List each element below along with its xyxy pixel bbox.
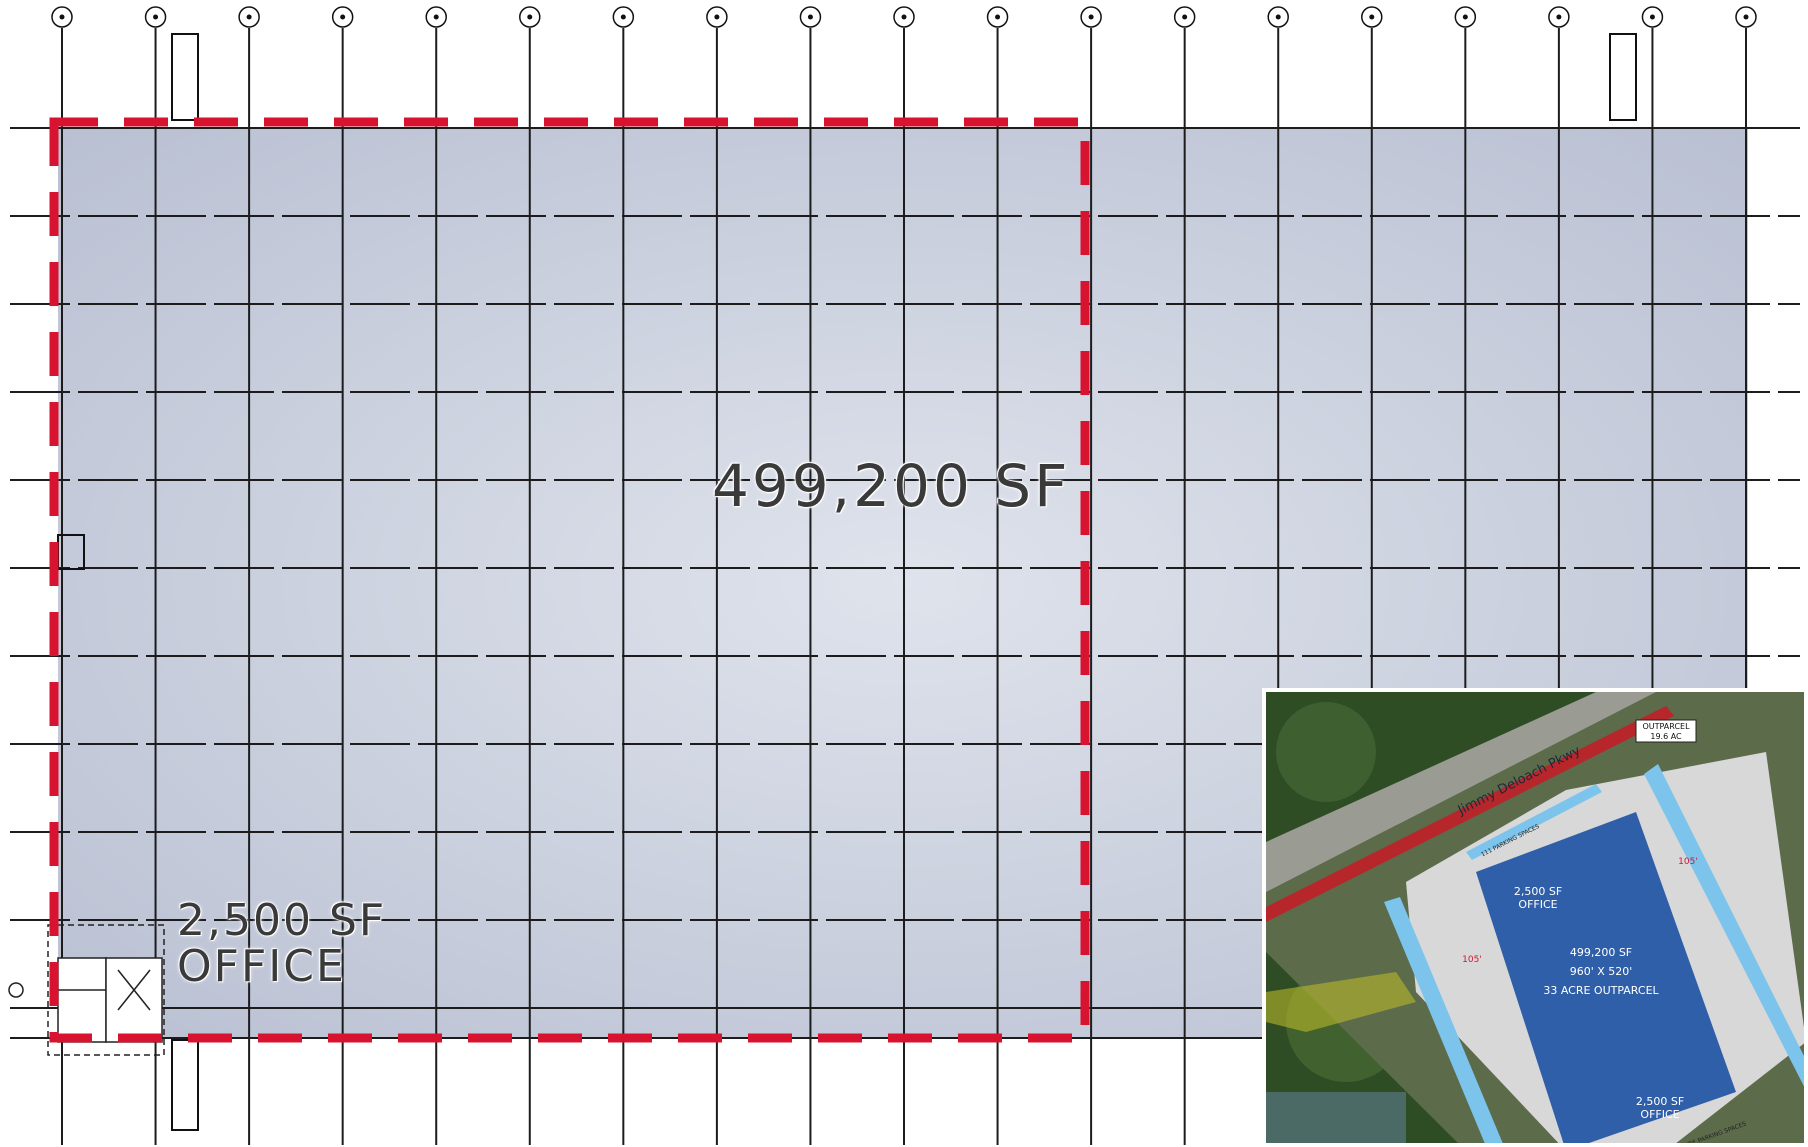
grid-bubble-dot: [1182, 14, 1188, 20]
site-plan-inset: OUTPARCEL 19.6 AC Jimmy Deloach Pkwy 111…: [1262, 688, 1808, 1147]
office-top-line2: OFFICE: [1518, 898, 1557, 911]
grid-bubble-dot: [246, 14, 252, 20]
column-grid-bubbles: [51, 6, 1757, 28]
setback-right: 105': [1678, 857, 1698, 867]
grid-bubble-dot: [527, 14, 533, 20]
outparcel-area: 19.6 AC: [1650, 732, 1682, 741]
site-building-area: 499,200 SF: [1570, 946, 1632, 959]
stair-tower-top-left: [171, 33, 199, 121]
parking-strip-top: [1466, 784, 1602, 860]
grid-bubble-dot: [1556, 14, 1562, 20]
building-area-label: 499,200 SF: [712, 452, 1071, 520]
pond-wetland: [1266, 972, 1416, 1032]
grid-bubble-dot: [1088, 14, 1094, 20]
setback-left: 105': [1462, 955, 1482, 965]
site-outparcel-note: 33 ACRE OUTPARCEL: [1543, 984, 1659, 997]
grid-bubble-dot: [1369, 14, 1375, 20]
road: [1266, 692, 1656, 892]
stair-tower-top-right: [1609, 33, 1637, 121]
grid-bubble-dot: [433, 14, 439, 20]
grid-bubble-dot: [153, 14, 159, 20]
grid-bubble-dot: [1649, 14, 1655, 20]
grid-bubble-dot: [995, 14, 1001, 20]
pond: [1266, 1092, 1406, 1143]
outparcel-tag-box: [1635, 719, 1697, 743]
office-bottom-line2: OFFICE: [1640, 1108, 1679, 1121]
office-area-line2: OFFICE: [177, 941, 346, 992]
grid-bubble-dot: [1462, 14, 1468, 20]
grid-bubble-dot: [340, 14, 346, 20]
office-bottom-line1: 2,500 SF: [1636, 1095, 1684, 1108]
grid-bubble-dot: [59, 14, 65, 20]
outparcel-title: OUTPARCEL: [1642, 722, 1690, 731]
office-area-label: 2,500 SF OFFICE: [177, 898, 386, 990]
stair-tower-bottom-left: [171, 1039, 199, 1131]
trailer-lane-left: [1384, 897, 1503, 1143]
grid-bubble-dot: [714, 14, 720, 20]
office-top-line1: 2,500 SF: [1514, 885, 1562, 898]
grid-bubble-dot: [1275, 14, 1281, 20]
grid-bubble-dot: [1743, 14, 1749, 20]
site-building: [1476, 812, 1736, 1143]
trailer-lane-right: [1644, 764, 1804, 1087]
grid-bubble-dot: [901, 14, 907, 20]
red-hatched-buffer: [1266, 706, 1674, 922]
site-building-dimensions: 960' X 520': [1570, 965, 1633, 978]
grid-bubble-dot: [620, 14, 626, 20]
grid-bubble-dot: [807, 14, 813, 20]
office-area-line1: 2,500 SF: [177, 895, 387, 946]
